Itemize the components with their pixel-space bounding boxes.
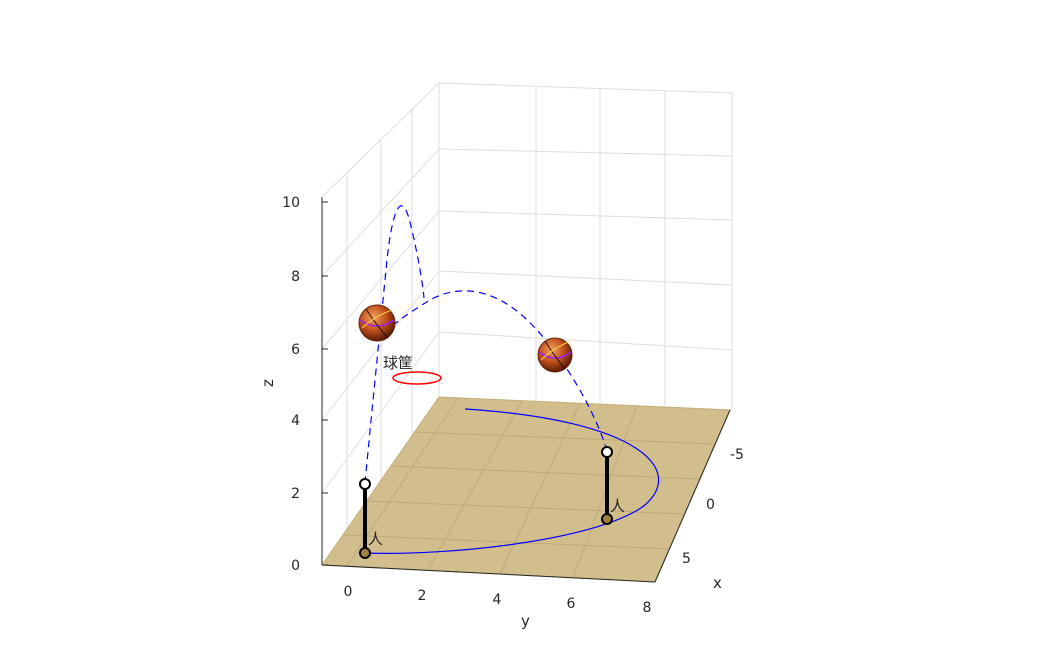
x-tick-label: -5 (730, 447, 744, 463)
y-tick-label: 4 (493, 592, 502, 608)
y-tick-label: 6 (567, 596, 576, 612)
x-tick-label: 0 (706, 497, 715, 513)
z-tick-label: 10 (282, 195, 300, 211)
z-tick-label: 4 (291, 413, 300, 429)
y-tick-label: 2 (418, 588, 427, 604)
ball-1 (358, 304, 396, 342)
person-1-label: 人 (368, 530, 383, 548)
y-ticks: 0 2 4 6 8 (344, 584, 652, 616)
ball-2 (537, 337, 573, 373)
x-tick-label: 5 (682, 551, 691, 567)
x-axis-line (654, 409, 731, 583)
z-ticks: 0 2 4 6 8 10 (282, 195, 328, 574)
y-axis-label: y (521, 612, 530, 630)
x-ticks: -5 0 5 (682, 447, 744, 567)
z-tick-label: 2 (291, 486, 300, 502)
z-tick-label: 0 (291, 558, 300, 574)
person-2-label: 人 (610, 497, 625, 515)
y-tick-label: 8 (643, 600, 652, 616)
hoop-label: 球筐 (383, 354, 413, 372)
hoop-ring (392, 371, 442, 385)
floor (321, 396, 731, 583)
ground-path-line (365, 408, 660, 554)
trajectory-1-line (364, 205, 425, 484)
z-axis-label: z (259, 379, 277, 387)
grid-walls (321, 81, 733, 567)
person-2 (601, 446, 613, 525)
x-axis-label: x (713, 574, 722, 592)
y-tick-label: 0 (344, 584, 353, 600)
trajectory-2-line (377, 290, 608, 452)
z-tick-label: 6 (291, 342, 300, 358)
z-tick-label: 8 (291, 269, 300, 285)
axes (321, 197, 731, 583)
y-axis-line (321, 564, 656, 583)
person-1 (359, 478, 371, 559)
